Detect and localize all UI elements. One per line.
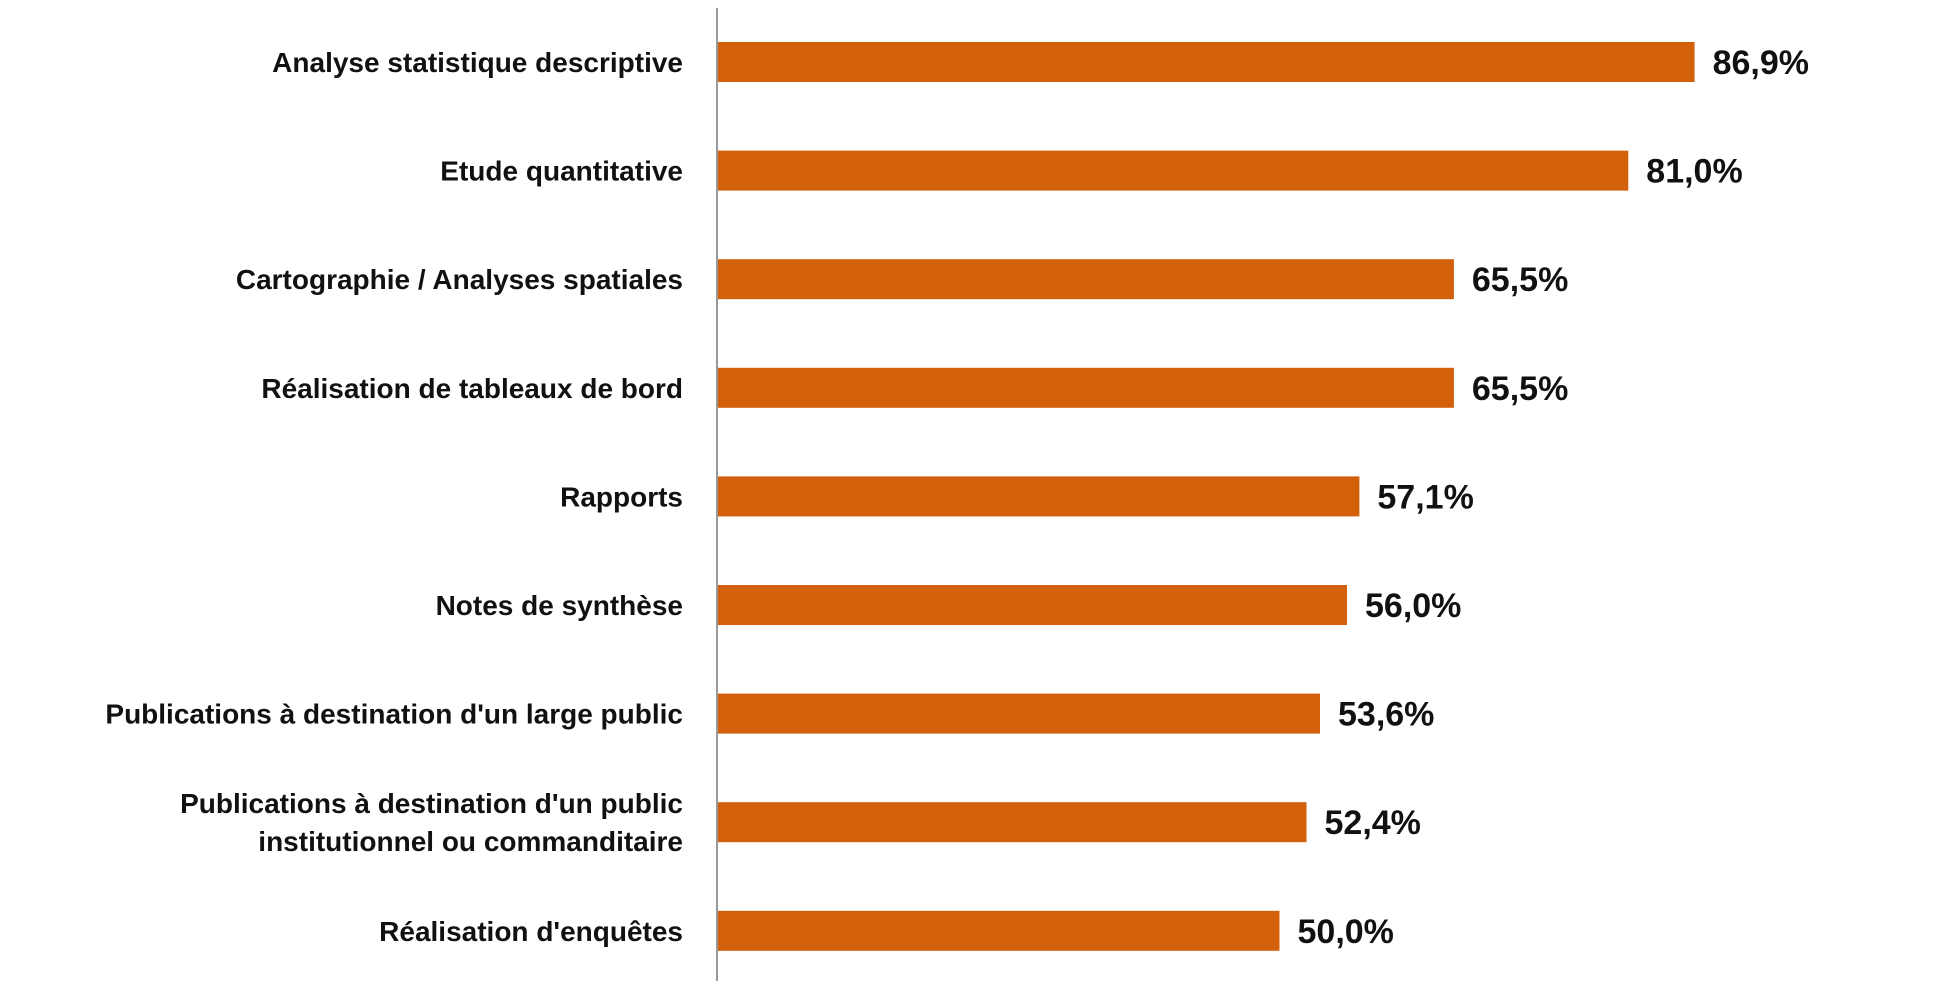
category-label-3: Cartographie / Analyses spatiales — [236, 264, 683, 295]
category-label-line: Réalisation de tableaux de bord — [261, 373, 683, 404]
value-label-7: 53,6% — [1338, 696, 1434, 734]
value-label-5: 57,1% — [1377, 478, 1473, 516]
category-label-line: Etude quantitative — [440, 156, 683, 187]
category-label-8: Publications à destination d'un public in… — [180, 788, 683, 857]
category-label-line: institutionnel ou commanditaire — [258, 826, 683, 857]
bar-5 — [717, 476, 1360, 517]
category-label-line: Publications à destination d'un large pu… — [105, 699, 683, 730]
category-label-7: Publications à destination d'un large pu… — [105, 699, 683, 730]
value-label-9: 50,0% — [1298, 913, 1394, 951]
category-label-6: Notes de synthèse — [436, 590, 683, 621]
value-label-3: 65,5% — [1472, 261, 1568, 299]
bar-3 — [717, 259, 1454, 300]
category-label-1: Analyse statistique descriptive — [272, 47, 683, 78]
category-label-9: Réalisation d'enquêtes — [379, 916, 683, 947]
bar-9 — [717, 910, 1280, 951]
bar-1 — [717, 42, 1695, 82]
bar-8 — [717, 802, 1307, 843]
category-label-2: Etude quantitative — [440, 156, 683, 187]
category-label-line: Publications à destination d'un public — [180, 788, 683, 819]
category-labels-layer: Analyse statistique descriptive Etude qua… — [105, 47, 683, 947]
value-label-8: 52,4% — [1325, 804, 1421, 842]
category-label-5: Rapports — [560, 481, 683, 512]
category-label-line: Cartographie / Analyses spatiales — [236, 264, 683, 295]
category-label-line: Rapports — [560, 481, 683, 512]
value-labels-layer: 86,9% 81,0% 65,5% 65,5% 57,1% 56,0% 53,6% 52,4%… — [1298, 44, 1810, 951]
bar-2 — [717, 150, 1629, 191]
value-label-4: 65,5% — [1472, 370, 1568, 408]
category-label-line: Réalisation d'enquêtes — [379, 916, 683, 947]
bars-layer — [717, 42, 1695, 951]
bar-4 — [717, 367, 1454, 408]
bar-7 — [717, 693, 1320, 734]
value-label-6: 56,0% — [1365, 587, 1461, 625]
value-label-2: 81,0% — [1646, 153, 1742, 191]
bar-6 — [717, 585, 1347, 625]
category-label-line: Notes de synthèse — [436, 590, 683, 621]
category-label-line: Analyse statistique descriptive — [272, 47, 683, 78]
value-label-1: 86,9% — [1713, 44, 1809, 82]
category-label-4: Réalisation de tableaux de bord — [261, 373, 683, 404]
